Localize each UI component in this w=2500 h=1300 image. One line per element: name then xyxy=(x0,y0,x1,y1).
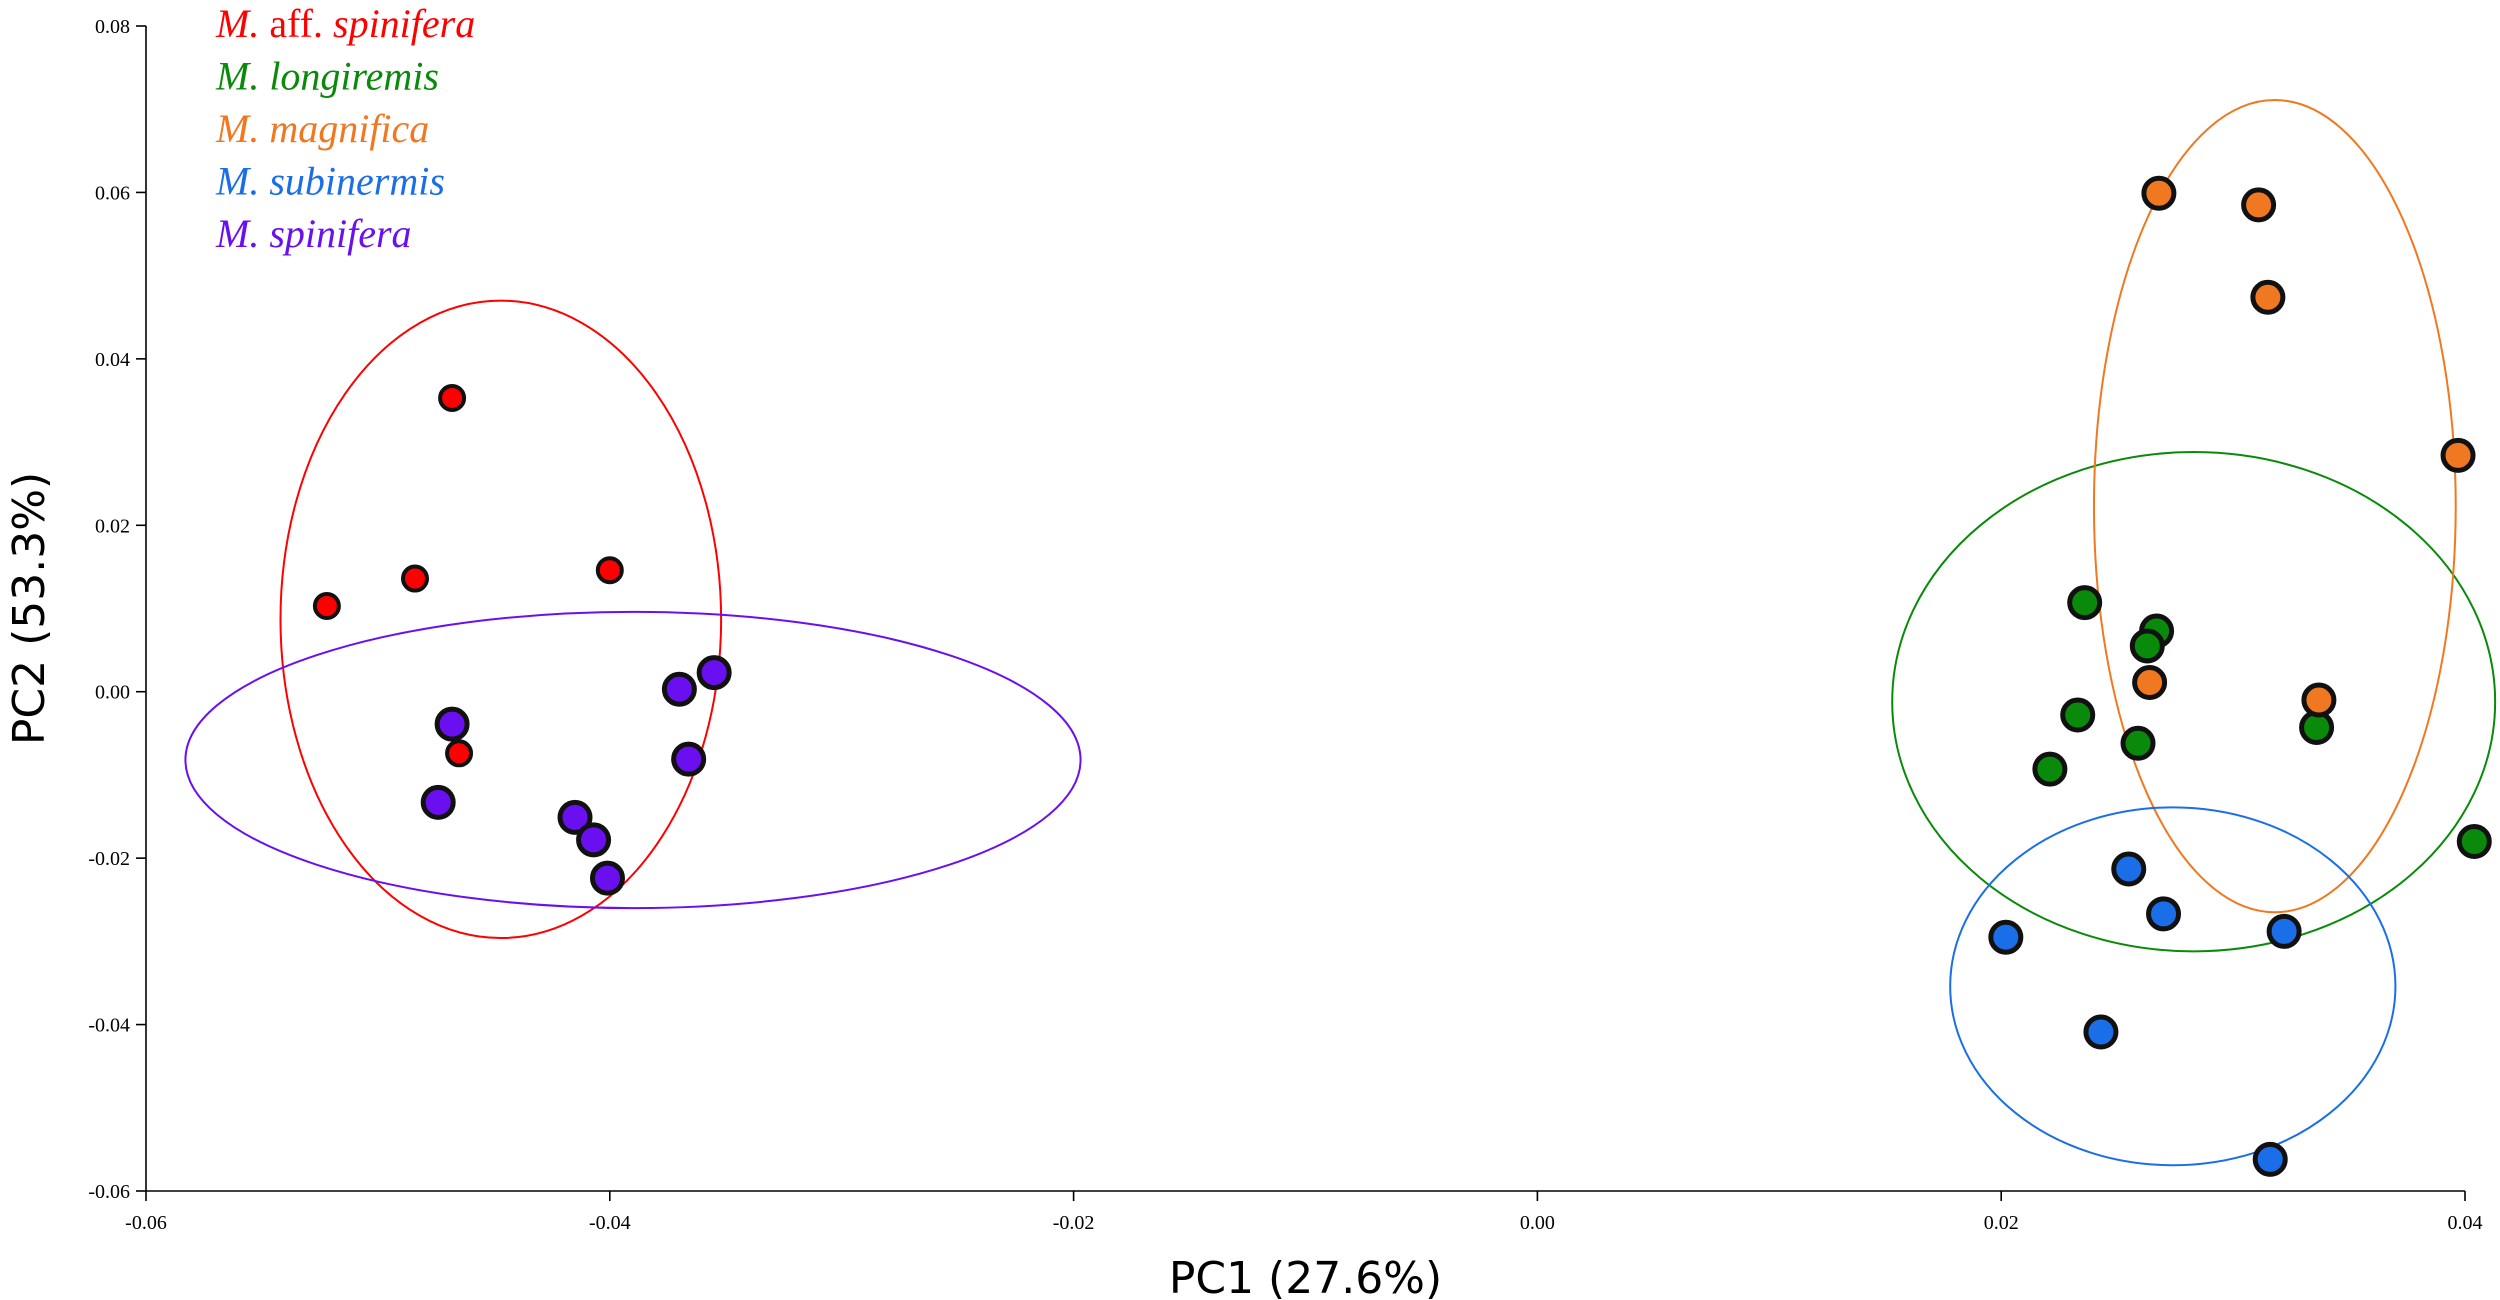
data-points xyxy=(312,175,2492,1177)
x-tick-label: -0.02 xyxy=(1053,1212,1095,1234)
y-tick-label: 0.08 xyxy=(95,16,130,38)
data-point xyxy=(420,784,456,820)
data-point xyxy=(401,564,430,593)
ellipse-m-subinermis xyxy=(1949,806,2397,1167)
data-point xyxy=(2250,279,2286,315)
ellipse-m-spinifera xyxy=(184,610,1082,910)
data-point xyxy=(2067,585,2103,621)
data-point xyxy=(438,383,467,412)
x-axis-title: PC1 (27.6%) xyxy=(1169,1253,1442,1300)
data-point xyxy=(595,556,624,585)
y-tick-label: 0.04 xyxy=(95,349,130,371)
data-point xyxy=(671,741,707,777)
y-axis-title: PC2 (53.3%) xyxy=(4,472,55,745)
x-tick-label: 0.02 xyxy=(1984,1212,2019,1234)
data-point xyxy=(2252,1141,2288,1177)
data-point xyxy=(2146,896,2182,932)
y-tick-label: 0.00 xyxy=(95,682,130,704)
legend-entry: M. subinermis xyxy=(215,159,445,204)
data-point xyxy=(2141,175,2177,211)
ellipse-m-aff-spinifera xyxy=(279,299,723,940)
ellipse-m-longiremis xyxy=(1891,451,2497,953)
data-point xyxy=(2440,437,2476,473)
data-point xyxy=(2241,187,2277,223)
data-point xyxy=(2111,851,2147,887)
y-tick-label: 0.06 xyxy=(95,182,130,204)
data-point xyxy=(2060,697,2096,733)
data-point xyxy=(2129,628,2165,664)
legend: M. aff. spinifera M. longiremis M. magnifi… xyxy=(215,1,475,256)
x-tick-label: -0.06 xyxy=(125,1212,167,1234)
data-point xyxy=(576,822,612,858)
legend-entry: M. spinifera xyxy=(215,211,412,256)
data-point xyxy=(589,860,625,896)
data-point xyxy=(696,655,732,691)
data-point xyxy=(661,671,697,707)
legend-entry: M. aff. spinifera xyxy=(215,1,475,46)
data-point xyxy=(1988,919,2024,955)
data-point xyxy=(434,706,470,742)
x-tick-label: 0.04 xyxy=(2448,1212,2483,1234)
data-point xyxy=(2456,824,2492,859)
legend-entry: M. magnifica xyxy=(215,106,429,151)
y-tick-label: 0.02 xyxy=(95,515,130,537)
y-axis-ticks: -0.06 -0.04 -0.02 0.00 0.02 0.04 0.06 0.08 xyxy=(88,16,146,1203)
y-tick-label: -0.02 xyxy=(88,848,130,870)
confidence-ellipses xyxy=(184,99,2497,1167)
data-point xyxy=(312,592,341,621)
data-point xyxy=(2132,665,2168,701)
axes: -0.06 -0.04 -0.02 0.00 0.02 0.04 -0.06-0.04-0… xyxy=(88,16,2482,1234)
y-tick-label: -0.04 xyxy=(88,1015,130,1037)
x-axis-ticks: -0.06 -0.04 -0.02 0.00 0.02 0.04 xyxy=(125,1191,2483,1234)
legend-entry: M. longiremis xyxy=(215,54,439,99)
data-point xyxy=(2266,913,2302,949)
data-point xyxy=(2032,751,2068,787)
data-point xyxy=(2301,682,2337,718)
data-point xyxy=(2083,1014,2119,1050)
y-tick-label: -0.06 xyxy=(88,1181,130,1203)
x-tick-label: -0.04 xyxy=(589,1212,631,1234)
ellipse-m-magnifica xyxy=(2092,99,2457,914)
data-point xyxy=(445,739,474,768)
x-tick-label: 0.00 xyxy=(1520,1212,1555,1234)
data-point xyxy=(557,799,593,835)
data-point xyxy=(2120,725,2156,761)
